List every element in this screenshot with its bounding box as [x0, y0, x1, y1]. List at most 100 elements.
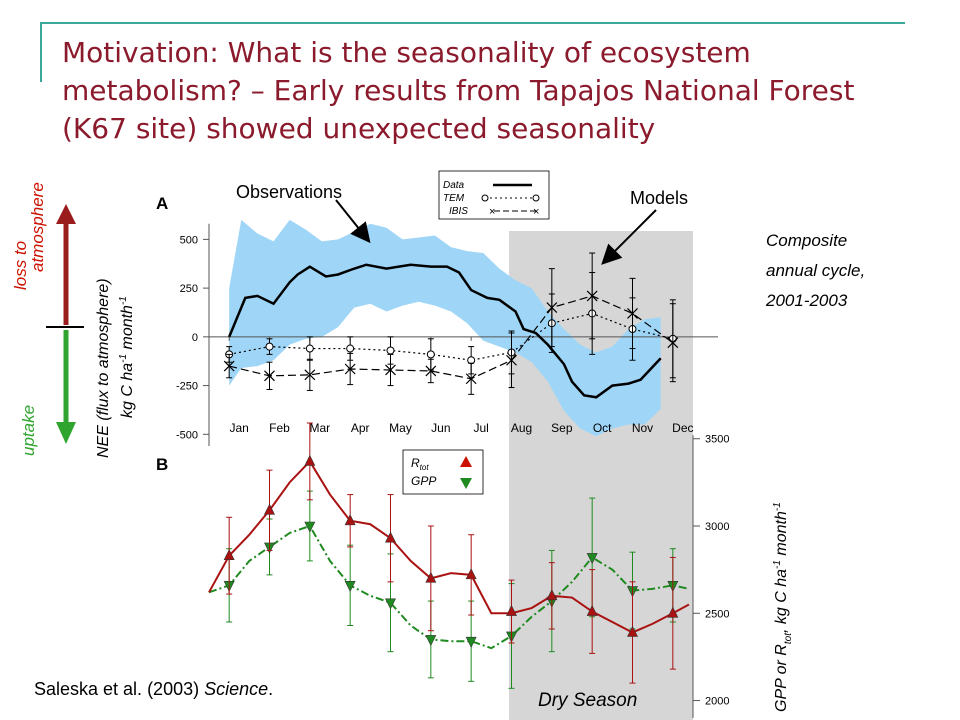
- rtot-marker: [586, 604, 598, 616]
- legend-gpp-marker: [460, 478, 472, 489]
- panel-b-ytick-label: 3500: [705, 434, 729, 446]
- gpp-line: [208, 524, 690, 650]
- panel-a-ytick-label: 0: [192, 332, 198, 344]
- ibis-marker: [344, 363, 356, 375]
- panel-a: -500 -250 0 250 500 Jan Feb Mar Apr May Jun Jul Aug S…: [176, 170, 718, 446]
- rtot-marker: [667, 606, 679, 618]
- gpp-marker: [465, 636, 477, 648]
- observations-label: Observations: [236, 182, 342, 202]
- left-accent-line: [40, 22, 42, 82]
- rtot-line: [208, 459, 690, 634]
- panel-a-ytick-label: 500: [180, 234, 198, 246]
- gpp-marker: [385, 598, 396, 610]
- panel-a-legend: Data TEM IBIS × ×: [438, 170, 550, 220]
- ibis-marker: [667, 337, 679, 349]
- composite-line-2: annual cycle,: [766, 261, 865, 280]
- gpp-ylabel: GPP or Rtot, kg C ha-1 month-1: [772, 502, 794, 712]
- ibis-marker: [385, 364, 396, 376]
- ibis-marker: [304, 369, 316, 381]
- legend-title: Data: [443, 180, 465, 191]
- ibis-line: [229, 295, 674, 380]
- models-arrow: [601, 209, 657, 265]
- month-label: Apr: [351, 421, 370, 435]
- month-label: Oct: [593, 421, 612, 435]
- panel-b-ytick-label: 3000: [705, 521, 729, 533]
- rtot-marker: [344, 514, 356, 526]
- month-label: May: [389, 421, 412, 435]
- ibis-marker: [223, 360, 235, 372]
- gpp-marker: [425, 635, 437, 647]
- ibis-marker: [465, 373, 477, 385]
- tem-marker: [426, 350, 435, 359]
- tem-marker: [386, 346, 395, 355]
- legend-ibis-label: IBIS: [449, 206, 468, 217]
- month-label: Sep: [551, 421, 573, 435]
- panel-a-ytick-label: -500: [176, 429, 198, 441]
- top-accent-line: [40, 22, 905, 24]
- tem-marker: [346, 344, 355, 353]
- legend-tem-marker: [532, 194, 540, 202]
- uptake-label: uptake: [19, 405, 38, 456]
- month-label: Aug: [511, 421, 532, 435]
- month-label: Feb: [269, 421, 290, 435]
- composite-line-3: 2001-2003: [765, 291, 848, 310]
- slide-title: Motivation: What is the seasonality of e…: [62, 34, 942, 148]
- month-label: Jan: [229, 421, 248, 435]
- legend-rtot-marker: [460, 456, 472, 467]
- nee-ylabel-line-2: kg C ha-1 month-1: [118, 296, 136, 418]
- month-label: Jul: [473, 421, 488, 435]
- ibis-marker: [425, 365, 437, 377]
- observations-arrow: [335, 199, 371, 244]
- legend-gpp-label: GPP: [411, 474, 436, 488]
- dry-season-label: Dry Season: [538, 690, 637, 711]
- panel-a-ytick-label: 250: [180, 283, 198, 295]
- loss-label-line-2: atmosphere: [28, 182, 47, 272]
- month-label: Mar: [309, 421, 330, 435]
- title-line-1: Motivation: What is the seasonality of e…: [62, 36, 751, 69]
- rtot-marker: [425, 571, 437, 583]
- loss-arrow-head: [56, 204, 76, 224]
- panel-b-label: B: [156, 455, 168, 474]
- uptake-arrow-head: [56, 422, 76, 444]
- nee-ylabel-line-1: NEE (flux to atmosphere): [95, 278, 112, 458]
- title-line-3: (K67 site) showed unexpected seasonality: [62, 112, 656, 145]
- panel-b-ytick-label: 2000: [705, 696, 729, 708]
- rtot-marker: [465, 568, 477, 580]
- rtot-marker: [506, 604, 517, 616]
- legend-tem-marker: [481, 194, 489, 202]
- legend-box: [402, 449, 484, 495]
- ibis-marker: [506, 354, 517, 366]
- models-label: Models: [630, 188, 688, 208]
- month-label: Jun: [431, 421, 450, 435]
- legend-tem-label: TEM: [443, 193, 465, 204]
- panel-a-label: A: [156, 194, 168, 213]
- citation: Saleska et al. (2003) Science.: [34, 679, 273, 699]
- rtot-marker: [385, 531, 396, 543]
- month-label: Nov: [632, 421, 653, 435]
- composite-line-1: Composite: [766, 231, 847, 250]
- ibis-marker: [586, 290, 598, 302]
- month-label: Dec: [672, 421, 693, 435]
- rtot-marker: [264, 503, 275, 515]
- legend-rtot-subscript: tot: [420, 463, 430, 472]
- panel-a-ytick-label: -250: [176, 381, 198, 393]
- rtot-marker: [627, 625, 638, 637]
- rtot-marker: [223, 549, 235, 560]
- ibis-marker: [264, 370, 275, 382]
- ibis-marker: [627, 308, 638, 319]
- legend-ibis-marker: ×: [533, 206, 539, 218]
- rtot-marker: [304, 454, 316, 466]
- observations-line: [228, 263, 662, 399]
- tem-marker: [305, 344, 314, 353]
- loss-label-line-1: loss to: [11, 241, 30, 290]
- rtot-marker: [546, 589, 558, 601]
- gpp-marker: [344, 581, 356, 593]
- gpp-marker: [304, 521, 316, 533]
- gpp-marker: [586, 553, 598, 565]
- ibis-marker: [546, 302, 558, 314]
- tem-marker: [265, 342, 274, 351]
